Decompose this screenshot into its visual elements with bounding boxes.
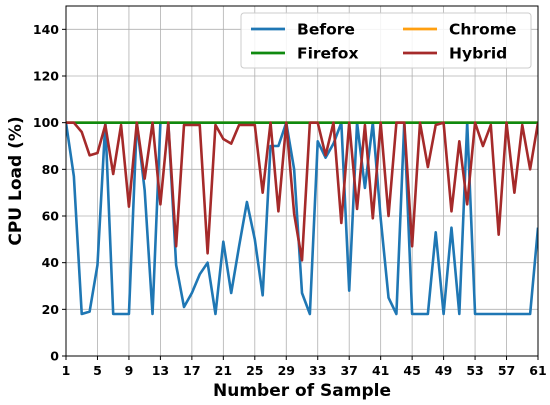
series-line-before bbox=[66, 121, 538, 316]
x-tick-label: 21 bbox=[215, 363, 232, 378]
y-tick-label: 80 bbox=[42, 162, 60, 177]
y-axis-label: CPU Load (%) bbox=[6, 116, 26, 245]
x-tick-label: 17 bbox=[183, 363, 200, 378]
series-lines bbox=[66, 121, 538, 316]
y-tick-label: 60 bbox=[42, 209, 60, 224]
x-tick-label: 37 bbox=[340, 363, 357, 378]
legend-label-firefox: Firefox bbox=[297, 45, 358, 63]
y-tick-label: 120 bbox=[33, 69, 59, 84]
x-tick-label: 41 bbox=[372, 363, 389, 378]
legend-box bbox=[240, 12, 532, 69]
y-tick-label: 140 bbox=[33, 22, 59, 37]
x-tick-label: 53 bbox=[466, 363, 483, 378]
x-axis-label: Number of Sample bbox=[213, 381, 391, 401]
x-tick-label: 1 bbox=[62, 363, 71, 378]
x-tick-label: 45 bbox=[403, 363, 420, 378]
x-tick-label: 29 bbox=[278, 363, 295, 378]
legend-label-chrome: Chrome bbox=[449, 21, 516, 39]
plot-area-frame bbox=[65, 5, 539, 357]
x-tick-label: 25 bbox=[246, 363, 263, 378]
y-tick-label: 20 bbox=[42, 302, 60, 317]
x-tick-label: 9 bbox=[125, 363, 134, 378]
legend-label-before: Before bbox=[297, 21, 355, 39]
x-tick-label: 13 bbox=[152, 363, 169, 378]
y-tick-label: 100 bbox=[33, 115, 59, 130]
x-tick-label: 61 bbox=[529, 363, 546, 378]
legend-label-hybrid: Hybrid bbox=[449, 45, 507, 63]
axis-ticks: 1 5 9 13 17 21 25 29 33 37 41 45 49 53 57 61 0 20 40 60 80 10… bbox=[33, 22, 547, 378]
x-tick-label: 49 bbox=[435, 363, 452, 378]
series-line-hybrid bbox=[66, 121, 538, 262]
x-tick-label: 33 bbox=[309, 363, 326, 378]
x-tick-label: 57 bbox=[498, 363, 515, 378]
y-tick-label: 0 bbox=[50, 349, 59, 364]
y-tick-label: 40 bbox=[42, 255, 60, 270]
x-tick-label: 5 bbox=[93, 363, 102, 378]
legend: Before Chrome Firefox Hybrid bbox=[240, 12, 532, 69]
